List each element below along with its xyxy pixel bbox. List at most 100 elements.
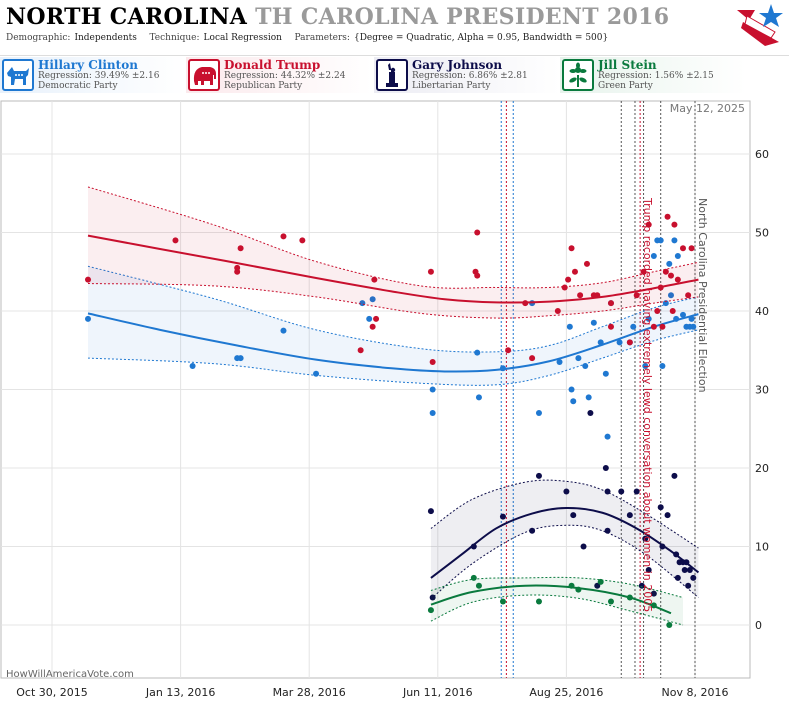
data-point [666, 622, 673, 628]
data-point [474, 349, 481, 356]
data-point [280, 327, 287, 334]
data-point [568, 245, 575, 252]
data-point [607, 300, 614, 307]
candidate-stein: Jill Stein Regression: 1.56% ±2.15 Green… [560, 57, 746, 93]
data-point [568, 582, 575, 589]
demographic-value: Independents [74, 33, 137, 43]
band-upper-line [430, 576, 684, 599]
data-point [172, 237, 179, 244]
race-subtitle: TH CAROLINA PRESIDENT 2016 [255, 4, 670, 30]
data-point [561, 284, 568, 291]
band-upper-line [87, 265, 699, 353]
data-point [529, 527, 536, 534]
data-point [607, 598, 614, 605]
band-upper-line [87, 186, 699, 289]
x-tick-label: Oct 30, 2015 [16, 686, 88, 699]
data-point [427, 268, 434, 275]
x-tick-label: Mar 28, 2016 [273, 686, 346, 699]
x-tick-label: Jan 13, 2016 [145, 686, 215, 699]
data-point [556, 359, 563, 366]
data-point [427, 508, 434, 515]
data-point [594, 582, 601, 589]
data-point [688, 245, 695, 252]
data-point [685, 582, 692, 589]
confidence-band [430, 480, 699, 600]
data-point [575, 586, 582, 593]
data-point [667, 272, 674, 279]
data-point [690, 323, 697, 330]
data-point [633, 292, 640, 299]
data-point [582, 362, 589, 369]
data-point [429, 386, 436, 393]
data-point [604, 433, 611, 440]
data-point [237, 245, 244, 252]
data-point [369, 296, 376, 303]
data-point [671, 237, 678, 244]
data-point [566, 323, 573, 330]
data-point [590, 319, 597, 326]
x-tick-label: Jun 11, 2016 [402, 686, 473, 699]
data-point [626, 512, 633, 519]
data-point [674, 253, 681, 260]
data-point [577, 292, 584, 299]
regression-line [87, 234, 699, 304]
y-tick-label: 30 [755, 384, 769, 397]
data-point [475, 394, 482, 401]
state-title: NORTH CAROLINA [6, 4, 248, 30]
y-tick-label: 40 [755, 305, 769, 318]
series-hillary-clinton [85, 237, 699, 440]
data-point [554, 308, 561, 314]
data-point [535, 472, 542, 479]
candidate-clinton: Hillary Clinton Regression: 39.49% ±2.16… [0, 57, 186, 93]
x-tick-label: Aug 25, 2016 [529, 686, 603, 699]
data-point [642, 535, 649, 542]
data-point [85, 276, 92, 283]
data-point [470, 574, 477, 581]
data-point [685, 292, 692, 299]
data-point [604, 527, 611, 534]
data-point [571, 268, 578, 275]
data-point [499, 598, 506, 605]
data-point [602, 465, 609, 471]
data-point [673, 551, 680, 558]
candidate-legend: Hillary Clinton Regression: 39.49% ±2.16… [0, 55, 789, 94]
candidate-name: Gary Johnson [412, 58, 503, 72]
chart-header: NORTH CAROLINA TH CAROLINA PRESIDENT 201… [0, 0, 789, 56]
candidate-johnson: Gary Johnson Regression: 6.86% ±2.81 Lib… [374, 57, 560, 93]
data-point [688, 315, 695, 322]
band-upper-line [430, 479, 699, 549]
band-lower-line [87, 329, 699, 386]
data-point [659, 323, 666, 330]
y-tick-label: 10 [755, 541, 769, 554]
data-point [626, 339, 633, 346]
data-point [313, 370, 320, 377]
candidate-regression: Regression: 1.56% ±2.15 [598, 71, 714, 81]
data-point [654, 308, 661, 314]
series-gary-johnson [427, 410, 700, 601]
data-point [645, 221, 652, 228]
data-point [570, 398, 577, 405]
poll-chart-svg: 0 10 20 30 40 50 60 Oct 30, 2015 Jan 13, 2016 Mar… [0, 100, 769, 699]
data-point [597, 578, 604, 585]
candidate-name: Donald Trump [224, 58, 321, 72]
flower-icon [562, 59, 594, 91]
candidate-party: Green Party [598, 81, 653, 91]
chart-date-label: May 12, 2025 [670, 102, 745, 115]
technique-label: Technique: [149, 33, 200, 43]
y-tick-label: 50 [755, 227, 769, 240]
data-point [535, 598, 542, 605]
x-tick-label: Nov 8, 2016 [662, 686, 729, 699]
data-point [505, 347, 512, 354]
chart-title: NORTH CAROLINA TH CAROLINA PRESIDENT 201… [6, 4, 669, 30]
data-point [645, 315, 652, 322]
series-donald-trump [85, 186, 699, 366]
event-annotation: Trump recorded having extremely lewd con… [641, 197, 654, 612]
data-point [237, 355, 244, 362]
data-point [429, 359, 436, 366]
data-point [585, 394, 592, 401]
data-point [683, 559, 690, 566]
data-point [499, 513, 506, 520]
demographic-label: Demographic: [6, 33, 71, 43]
data-point [664, 213, 671, 220]
parameters-line: Demographic: Independents Technique: Local… [6, 33, 612, 43]
